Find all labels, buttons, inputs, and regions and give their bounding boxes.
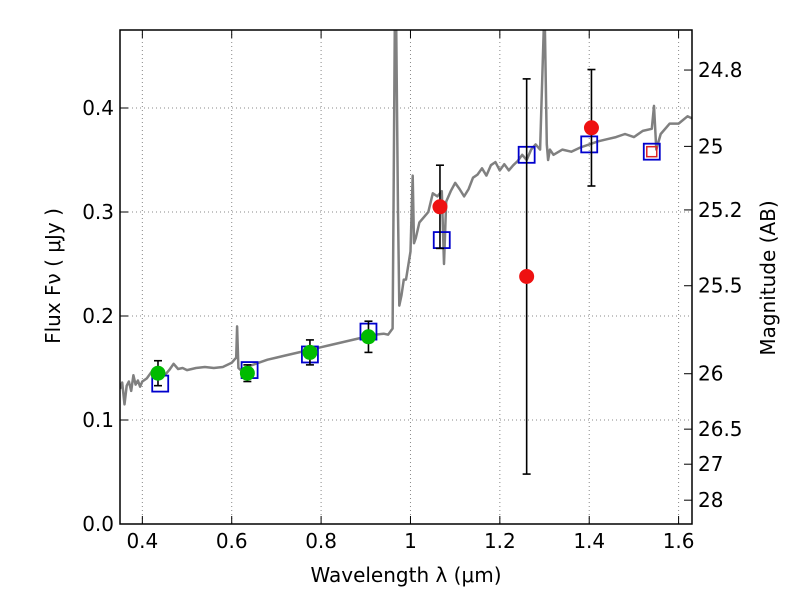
axes: 0.4 0.6 0.8 1 1.2 1.4 1.6 0.0 0.1 0.2 0.3 0.4 24.8 25… [82,29,743,553]
model-flux-box-inner [646,145,658,158]
optical-data-point [150,365,166,381]
plot-area [120,30,692,475]
optical-data-point [302,344,318,360]
x-tick-label: 0.6 [216,529,248,553]
x-tick-label: 1.6 [663,529,695,553]
y-axis-label: Flux Fν ( μJy ) [41,208,65,344]
x-tick-label: 1.4 [573,529,605,553]
y2-tick-label: 24.8 [698,58,743,82]
model-flux-box [580,135,599,154]
y2-tick-label: 26.5 [698,417,743,441]
y2-tick-label: 27 [698,452,723,476]
model-flux-box [432,231,451,249]
optical-data-point [360,329,376,345]
y-tick-label: 0.3 [82,200,114,224]
nir-data-point [432,199,448,215]
x-tick-label: 1.2 [484,529,516,553]
x-tick-label: 0.4 [126,529,158,553]
optical-data-point [239,365,255,381]
x-axis-label: Wavelength λ (μm) [310,563,501,587]
y2-tick-label: 25.5 [698,274,743,298]
plot-frame [119,29,693,525]
x-tick-label: 0.8 [305,529,337,553]
nir-data-point [519,268,535,284]
y-tick-label: 0.4 [82,96,114,120]
y2-tick-label: 25.2 [698,198,743,222]
y2-tick-label: 25 [698,134,723,158]
y2-axis-label: Magnitude (AB) [756,200,780,355]
y-tick-label: 0.1 [82,408,114,432]
sed-model-line [120,30,692,406]
y2-tick-label: 28 [698,488,723,512]
x-tick-label: 1 [404,529,417,553]
plot-content [120,30,692,475]
nir-data-point [583,120,599,136]
y2-tick-label: 26 [698,362,723,386]
model-flux-box [642,142,661,161]
y-tick-label: 0.2 [82,304,114,328]
y-tick-label: 0.0 [82,512,114,536]
